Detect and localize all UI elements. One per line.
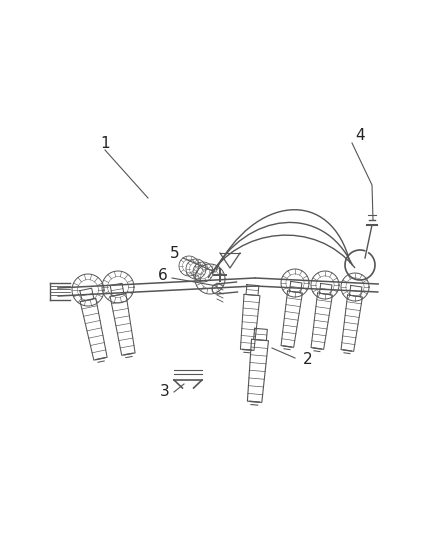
Text: 1: 1: [100, 135, 110, 150]
Text: 4: 4: [355, 128, 365, 143]
Text: 5: 5: [170, 246, 180, 261]
Text: 6: 6: [158, 268, 168, 282]
Text: 3: 3: [160, 384, 170, 400]
Text: 2: 2: [303, 352, 313, 367]
